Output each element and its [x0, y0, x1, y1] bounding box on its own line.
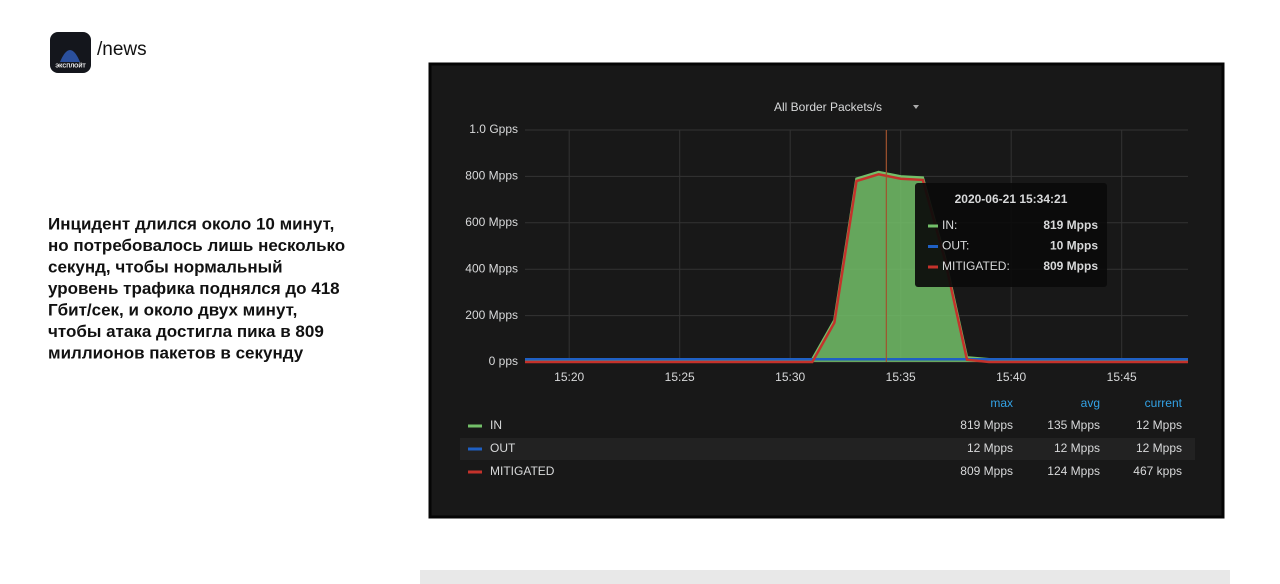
legend-name: OUT	[490, 441, 516, 455]
channel-name: /news	[97, 39, 147, 60]
legend-stat: 467 kpps	[1133, 464, 1182, 478]
x-tick-label: 15:35	[886, 370, 916, 384]
series-area	[525, 172, 1188, 362]
chart-image: All Border Packets/s 0 pps 200 Mpps 400 Mp…	[428, 62, 1225, 519]
tooltip-value: 819 Mpps	[1043, 218, 1098, 232]
next-image-edge	[420, 570, 1230, 584]
series-line	[525, 173, 1188, 364]
legend-column-header: max	[990, 396, 1013, 410]
legend-stat: 12 Mpps	[1136, 418, 1182, 432]
legend-stat: 124 Mpps	[1047, 464, 1100, 478]
tooltip-value: 10 Mpps	[1050, 239, 1098, 253]
legend-stat: 135 Mpps	[1047, 418, 1100, 432]
text-line: чтобы атака достигла пика в 809	[48, 322, 324, 341]
legend-stat: 819 Mpps	[960, 418, 1013, 432]
text-line: секунд, чтобы нормальный	[48, 257, 283, 276]
legend-stat: 12 Mpps	[1136, 441, 1182, 455]
legend-column-header: avg	[1081, 396, 1100, 410]
legend-name: IN	[490, 418, 502, 432]
text-line: миллионов пакетов в секунду	[48, 343, 304, 362]
chart-title: All Border Packets/s	[774, 100, 882, 114]
x-tick-label: 15:30	[775, 370, 805, 384]
y-tick-label: 0 pps	[489, 354, 518, 368]
y-tick-label: 200 Mpps	[465, 308, 518, 322]
x-tick-label: 15:40	[996, 370, 1026, 384]
text-line: Гбит/сек, и около двух минут,	[48, 300, 297, 319]
tooltip-value: 809 Mpps	[1043, 259, 1098, 273]
tooltip-label: MITIGATED:	[942, 259, 1010, 273]
x-tick-label: 15:25	[665, 370, 695, 384]
tooltip-label: OUT:	[942, 239, 969, 253]
post-text: Инцидент длился около 10 минут, но потреб…	[48, 214, 345, 362]
legend-stat: 12 Mpps	[967, 441, 1013, 455]
legend-column-header: current	[1145, 396, 1183, 410]
text-line: Инцидент длился около 10 минут,	[48, 214, 334, 233]
x-tick-label: 15:20	[554, 370, 584, 384]
x-tick-label: 15:45	[1107, 370, 1137, 384]
y-tick-label: 600 Mpps	[465, 215, 518, 229]
legend-name: MITIGATED	[490, 464, 555, 478]
tooltip-label: IN:	[942, 218, 957, 232]
title-dropdown	[913, 105, 919, 109]
tooltip-time: 2020-06-21 15:34:21	[955, 192, 1068, 206]
logo-text: ЭКСПЛОЙТ	[55, 61, 86, 69]
logo-figure	[60, 50, 80, 62]
legend-row-bg	[460, 438, 1195, 460]
y-tick-label: 800 Mpps	[465, 169, 518, 183]
text-line: но потребовалось лишь несколько	[48, 236, 345, 255]
legend-stat: 809 Mpps	[960, 464, 1013, 478]
y-tick-label: 1.0 Gpps	[469, 122, 518, 136]
tooltip	[915, 183, 1107, 287]
text-line: уровень трафика поднялся до 418	[48, 279, 340, 298]
legend-stat: 12 Mpps	[1054, 441, 1100, 455]
y-tick-label: 400 Mpps	[465, 261, 518, 275]
